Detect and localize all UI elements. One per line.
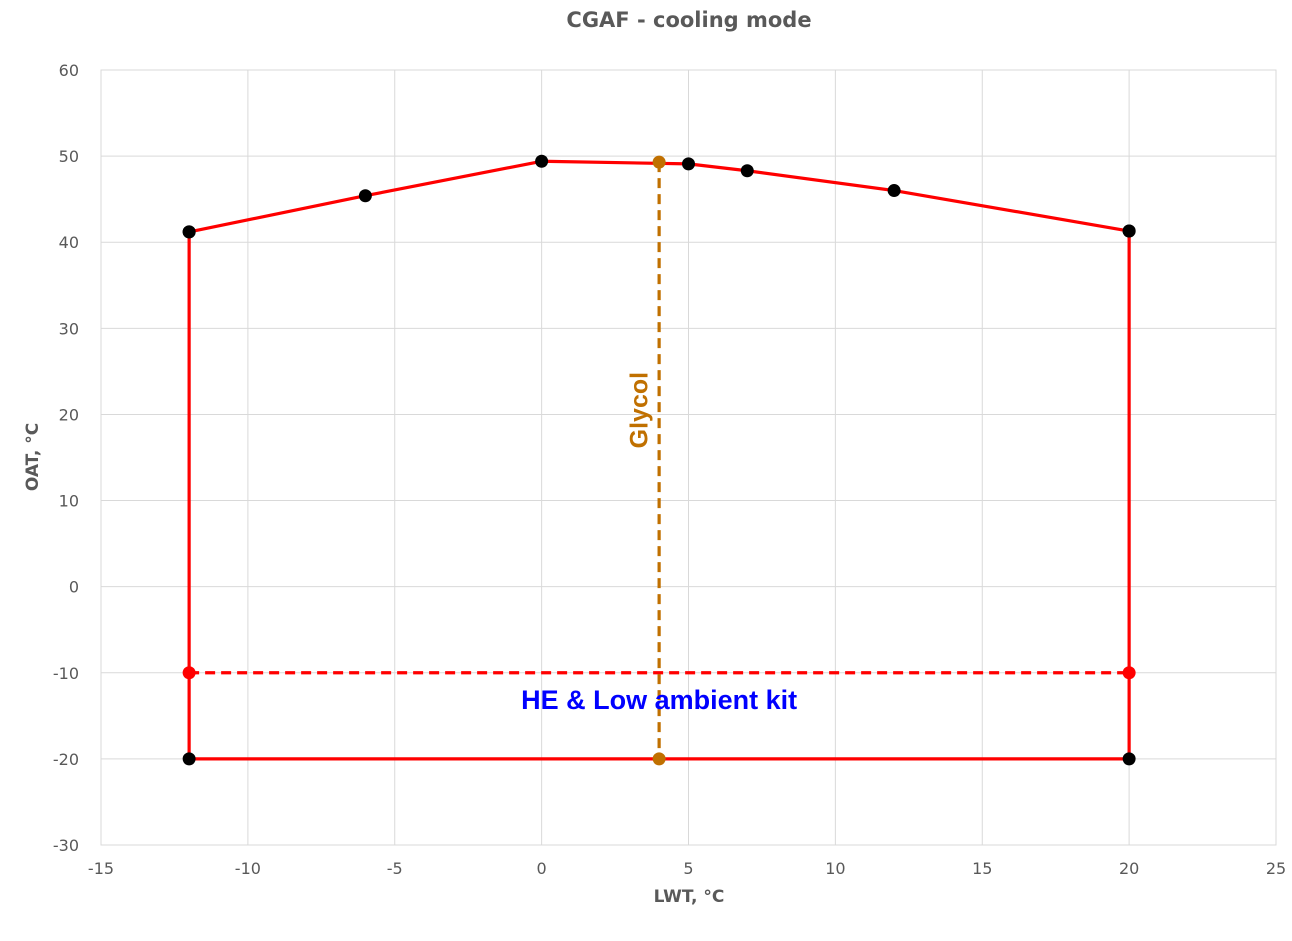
data-point	[887, 184, 901, 198]
annotation-he-low-ambient-kit: HE & Low ambient kit	[521, 685, 797, 715]
y-tick-label: 50	[59, 147, 79, 166]
y-tick-label: -10	[53, 664, 79, 683]
x-tick-label: 10	[825, 859, 845, 878]
data-point	[740, 164, 754, 178]
x-tick-label: -15	[88, 859, 114, 878]
data-point	[182, 666, 196, 680]
label-layer: -15 -10 -5 0 5 10 15 20 25 -30 -20 -10 0 10 20 30 40 50 60…	[53, 61, 1286, 878]
data-point	[182, 752, 196, 766]
x-tick-label: 20	[1119, 859, 1139, 878]
y-tick-label: -20	[53, 750, 79, 769]
y-tick-label: 0	[69, 578, 79, 597]
data-point	[1122, 752, 1136, 766]
x-tick-label: -5	[387, 859, 403, 878]
plot-area-border	[100, 69, 1277, 846]
y-tick-label: 40	[59, 233, 79, 252]
x-tick-label: 5	[683, 859, 693, 878]
y-tick-label: 10	[59, 492, 79, 511]
x-tick-label: 25	[1266, 859, 1286, 878]
data-point	[652, 155, 666, 169]
series-layer	[187, 159, 1131, 761]
data-point	[652, 752, 666, 766]
x-tick-label: 0	[537, 859, 547, 878]
chart-title: CGAF - cooling mode	[566, 8, 811, 32]
data-point	[1122, 224, 1136, 238]
data-point	[682, 157, 695, 171]
grid-layer	[100, 69, 1277, 846]
y-tick-label: 60	[59, 61, 79, 80]
data-point	[182, 225, 196, 239]
data-point	[535, 154, 549, 168]
y-axis-title: OAT, °C	[23, 423, 43, 491]
data-point	[358, 189, 372, 203]
y-tick-label: 30	[59, 319, 79, 338]
y-tick-label: 20	[59, 405, 79, 424]
marker-layer	[182, 154, 1136, 766]
x-tick-label: -10	[235, 859, 261, 878]
annotation-glycol: Glycol	[625, 372, 653, 448]
x-tick-label: 15	[972, 859, 992, 878]
x-axis-title: LWT, °C	[654, 887, 725, 907]
y-tick-label: -30	[53, 836, 79, 855]
data-point	[1122, 666, 1136, 680]
